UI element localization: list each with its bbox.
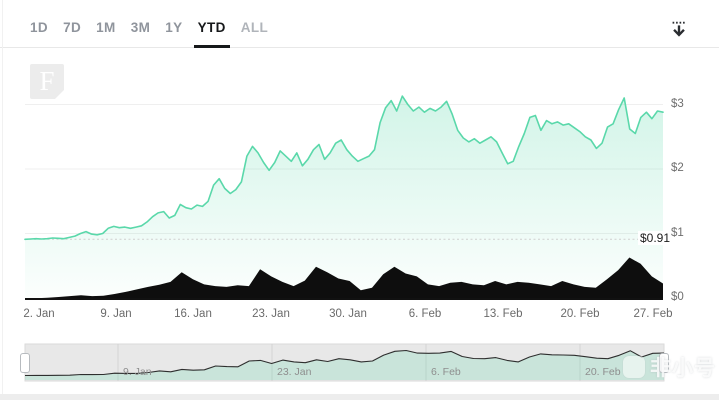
navigator-axis-label: 9. Jan — [123, 366, 152, 378]
tab-1d[interactable]: 1D — [30, 20, 49, 35]
y-axis-label: $1 — [671, 226, 684, 239]
tab-ytd[interactable]: YTD — [193, 20, 230, 48]
x-axis-label: 9. Jan — [100, 308, 132, 320]
forbes-logo: F — [30, 64, 64, 99]
x-axis-label: 23. Jan — [252, 308, 290, 320]
x-axis-label: 16. Jan — [174, 308, 212, 320]
tab-1m[interactable]: 1M — [96, 20, 116, 35]
left-hairline — [2, 0, 3, 394]
navigator[interactable] — [25, 344, 664, 381]
download-icon — [672, 21, 686, 37]
navigator-axis-label: 20. Feb — [585, 366, 621, 378]
y-axis-label: $3 — [671, 97, 684, 110]
bottom-strip — [0, 394, 719, 400]
navigator-axis-label: 23. Jan — [277, 366, 312, 378]
x-axis-label: 13. Feb — [483, 308, 523, 320]
tab-7d[interactable]: 7D — [63, 20, 82, 35]
x-axis-label: 2. Jan — [23, 308, 55, 320]
x-axis-label: 20. Feb — [560, 308, 600, 320]
range-tab-bar: 1D 7D 1M 3M 1Y YTD ALL — [26, 20, 272, 48]
navigator-left-handle[interactable] — [20, 353, 30, 373]
x-axis-label: 27. Feb — [633, 308, 673, 320]
y-axis-label: $2 — [671, 162, 684, 174]
download-button[interactable] — [666, 17, 692, 43]
x-axis-label: 30. Jan — [329, 308, 367, 320]
y-axis-label: $0 — [671, 291, 684, 303]
tabbar-separator — [0, 47, 719, 48]
x-axis-label: 6. Feb — [408, 308, 442, 320]
tab-3m[interactable]: 3M — [130, 20, 151, 35]
tab-all[interactable]: ALL — [240, 20, 269, 35]
navigator-right-handle[interactable] — [659, 353, 669, 373]
navigator-axis-label: 6. Feb — [431, 366, 461, 378]
tab-1y[interactable]: 1Y — [165, 20, 183, 35]
forbes-logo-letter: F — [39, 66, 55, 96]
chart-plot-area[interactable] — [25, 58, 663, 302]
